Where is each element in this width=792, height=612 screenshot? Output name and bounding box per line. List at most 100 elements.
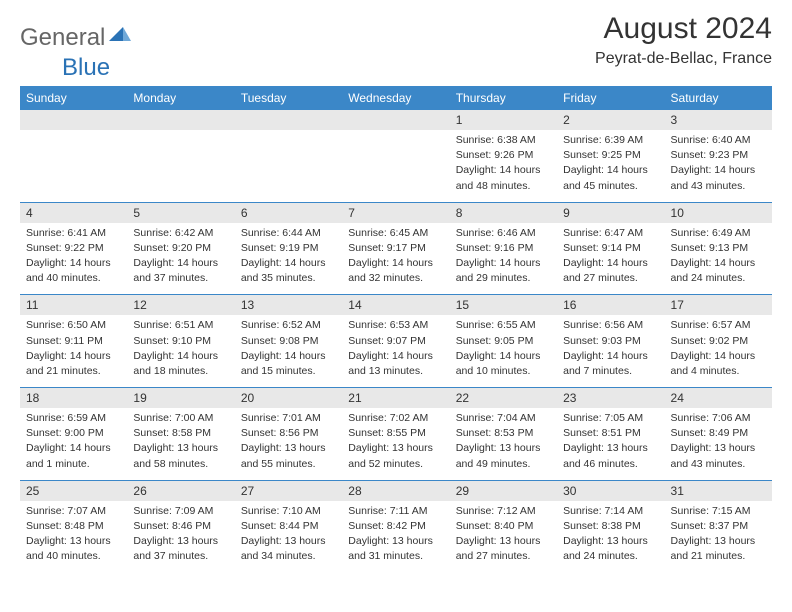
day-cell: Sunrise: 7:12 AMSunset: 8:40 PMDaylight:… <box>450 501 557 573</box>
sunset-text: Sunset: 9:02 PM <box>671 334 766 348</box>
daylight-text-1: Daylight: 13 hours <box>348 534 443 548</box>
day-cell: Sunrise: 6:55 AMSunset: 9:05 PMDaylight:… <box>450 315 557 387</box>
sunrise-text: Sunrise: 6:45 AM <box>348 226 443 240</box>
daylight-text-1: Daylight: 14 hours <box>348 349 443 363</box>
sunset-text: Sunset: 8:48 PM <box>26 519 121 533</box>
day-number: 7 <box>342 202 449 223</box>
day-data-row: Sunrise: 6:38 AMSunset: 9:26 PMDaylight:… <box>20 130 772 202</box>
sunset-text: Sunset: 8:58 PM <box>133 426 228 440</box>
day-number: 13 <box>235 295 342 316</box>
sunrise-text: Sunrise: 6:47 AM <box>563 226 658 240</box>
day-header: Sunday <box>20 86 127 110</box>
day-number: 21 <box>342 388 449 409</box>
sunrise-text: Sunrise: 6:46 AM <box>456 226 551 240</box>
daylight-text-1: Daylight: 14 hours <box>456 256 551 270</box>
sunset-text: Sunset: 8:49 PM <box>671 426 766 440</box>
day-cell: Sunrise: 6:52 AMSunset: 9:08 PMDaylight:… <box>235 315 342 387</box>
day-cell <box>127 130 234 202</box>
daylight-text-2: and 1 minute. <box>26 457 121 471</box>
sunrise-text: Sunrise: 6:50 AM <box>26 318 121 332</box>
sunrise-text: Sunrise: 6:53 AM <box>348 318 443 332</box>
sunset-text: Sunset: 9:08 PM <box>241 334 336 348</box>
sunset-text: Sunset: 8:46 PM <box>133 519 228 533</box>
sunset-text: Sunset: 9:17 PM <box>348 241 443 255</box>
daylight-text-1: Daylight: 13 hours <box>241 441 336 455</box>
day-cell: Sunrise: 6:42 AMSunset: 9:20 PMDaylight:… <box>127 223 234 295</box>
day-number: 1 <box>450 110 557 130</box>
daylight-text-2: and 43 minutes. <box>671 179 766 193</box>
daylight-text-2: and 10 minutes. <box>456 364 551 378</box>
sunset-text: Sunset: 9:20 PM <box>133 241 228 255</box>
logo-triangle-icon <box>109 27 131 50</box>
day-header: Thursday <box>450 86 557 110</box>
daylight-text-1: Daylight: 13 hours <box>671 441 766 455</box>
day-header: Monday <box>127 86 234 110</box>
header: General August 2024 Peyrat-de-Bellac, Fr… <box>20 12 772 68</box>
day-data-row: Sunrise: 7:07 AMSunset: 8:48 PMDaylight:… <box>20 501 772 573</box>
day-cell: Sunrise: 7:15 AMSunset: 8:37 PMDaylight:… <box>665 501 772 573</box>
day-number: 2 <box>557 110 664 130</box>
daylight-text-2: and 13 minutes. <box>348 364 443 378</box>
day-number: 19 <box>127 388 234 409</box>
sunset-text: Sunset: 9:23 PM <box>671 148 766 162</box>
sunset-text: Sunset: 9:22 PM <box>26 241 121 255</box>
day-cell <box>20 130 127 202</box>
sunrise-text: Sunrise: 6:57 AM <box>671 318 766 332</box>
daylight-text-1: Daylight: 14 hours <box>241 256 336 270</box>
daylight-text-2: and 32 minutes. <box>348 271 443 285</box>
day-cell: Sunrise: 6:39 AMSunset: 9:25 PMDaylight:… <box>557 130 664 202</box>
sunrise-text: Sunrise: 6:49 AM <box>671 226 766 240</box>
logo-text-blue: Blue <box>62 54 110 81</box>
day-cell <box>235 130 342 202</box>
sunset-text: Sunset: 9:13 PM <box>671 241 766 255</box>
calendar-table: Sunday Monday Tuesday Wednesday Thursday… <box>20 86 772 110</box>
sunset-text: Sunset: 8:51 PM <box>563 426 658 440</box>
calendar-weeks: 123Sunrise: 6:38 AMSunset: 9:26 PMDaylig… <box>20 110 772 572</box>
daylight-text-1: Daylight: 14 hours <box>671 163 766 177</box>
sunset-text: Sunset: 9:10 PM <box>133 334 228 348</box>
daylight-text-2: and 15 minutes. <box>241 364 336 378</box>
sunrise-text: Sunrise: 6:38 AM <box>456 133 551 147</box>
day-number: 18 <box>20 388 127 409</box>
day-number: 22 <box>450 388 557 409</box>
sunrise-text: Sunrise: 6:52 AM <box>241 318 336 332</box>
day-cell: Sunrise: 7:09 AMSunset: 8:46 PMDaylight:… <box>127 501 234 573</box>
day-number: 26 <box>127 480 234 501</box>
daylight-text-1: Daylight: 14 hours <box>456 349 551 363</box>
daylight-text-2: and 48 minutes. <box>456 179 551 193</box>
day-cell: Sunrise: 7:01 AMSunset: 8:56 PMDaylight:… <box>235 408 342 480</box>
sunrise-text: Sunrise: 7:04 AM <box>456 411 551 425</box>
daylight-text-1: Daylight: 14 hours <box>563 349 658 363</box>
day-cell: Sunrise: 6:46 AMSunset: 9:16 PMDaylight:… <box>450 223 557 295</box>
day-number: 8 <box>450 202 557 223</box>
sunrise-text: Sunrise: 7:01 AM <box>241 411 336 425</box>
daylight-text-2: and 21 minutes. <box>671 549 766 563</box>
day-cell <box>342 130 449 202</box>
daylight-text-2: and 43 minutes. <box>671 457 766 471</box>
day-number: 14 <box>342 295 449 316</box>
day-num-row: 123 <box>20 110 772 130</box>
daylight-text-2: and 21 minutes. <box>26 364 121 378</box>
sunrise-text: Sunrise: 6:51 AM <box>133 318 228 332</box>
sunrise-text: Sunrise: 7:12 AM <box>456 504 551 518</box>
day-cell: Sunrise: 7:00 AMSunset: 8:58 PMDaylight:… <box>127 408 234 480</box>
day-number <box>235 110 342 130</box>
day-number: 20 <box>235 388 342 409</box>
day-cell: Sunrise: 6:49 AMSunset: 9:13 PMDaylight:… <box>665 223 772 295</box>
daylight-text-2: and 24 minutes. <box>671 271 766 285</box>
daylight-text-2: and 27 minutes. <box>456 549 551 563</box>
day-number: 31 <box>665 480 772 501</box>
daylight-text-2: and 24 minutes. <box>563 549 658 563</box>
day-number: 15 <box>450 295 557 316</box>
day-cell: Sunrise: 7:07 AMSunset: 8:48 PMDaylight:… <box>20 501 127 573</box>
day-number: 9 <box>557 202 664 223</box>
day-number <box>342 110 449 130</box>
sunrise-text: Sunrise: 7:15 AM <box>671 504 766 518</box>
sunset-text: Sunset: 9:14 PM <box>563 241 658 255</box>
day-cell: Sunrise: 6:45 AMSunset: 9:17 PMDaylight:… <box>342 223 449 295</box>
sunrise-text: Sunrise: 7:05 AM <box>563 411 658 425</box>
sunset-text: Sunset: 9:03 PM <box>563 334 658 348</box>
day-cell: Sunrise: 6:41 AMSunset: 9:22 PMDaylight:… <box>20 223 127 295</box>
daylight-text-1: Daylight: 13 hours <box>563 441 658 455</box>
day-number: 29 <box>450 480 557 501</box>
